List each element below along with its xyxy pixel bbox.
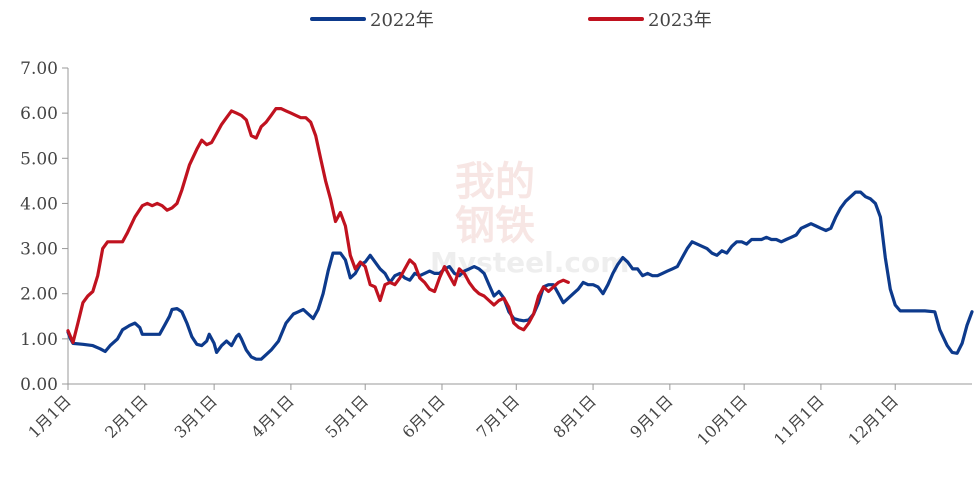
y-tick-label: 6.00 [20, 104, 58, 124]
legend-label-2022: 2022年 [370, 10, 434, 31]
y-tick-label: 3.00 [20, 240, 58, 260]
watermark-line2: 钢铁 [455, 203, 535, 249]
legend-line-2022 [310, 17, 366, 21]
legend-item-2023[interactable]: 2023年 [588, 6, 712, 32]
y-tick-label: 2.00 [20, 285, 58, 305]
y-tick-label: 1.00 [20, 330, 58, 350]
x-tick-label: 2月1日 [101, 391, 151, 441]
legend: 2022年 2023年 [0, 6, 974, 32]
series-group [66, 107, 974, 361]
x-tick-label: 8月1日 [549, 391, 599, 441]
axes [62, 67, 972, 390]
x-tick-label: 4月1日 [247, 391, 297, 441]
watermark-line1: 我的 [455, 159, 535, 205]
y-tick-label: 4.00 [20, 194, 58, 214]
x-tick-label: 12月1日 [844, 391, 902, 449]
labels-group: 0.00 1.00 2.00 3.00 4.00 5.00 6.00 7.00 1月1日 2月1日… [20, 59, 902, 449]
series-line-2023 [66, 107, 570, 345]
legend-item-2022[interactable]: 2022年 [310, 6, 434, 32]
x-tick-label: 11月1日 [770, 391, 828, 449]
x-tick-label: 10月1日 [693, 391, 751, 449]
x-tick-label: 7月1日 [473, 391, 523, 441]
x-tick-label: 1月1日 [24, 391, 74, 441]
x-tick-label: 9月1日 [626, 391, 676, 441]
x-tick-label: 6月1日 [398, 391, 448, 441]
legend-line-2023 [588, 17, 644, 21]
legend-label-2023: 2023年 [648, 10, 712, 31]
y-tick-label: 7.00 [20, 59, 58, 79]
x-tick-label: 5月1日 [322, 391, 372, 441]
series-line-2022 [66, 190, 974, 361]
y-tick-label: 0.00 [20, 375, 58, 395]
y-tick-label: 5.00 [20, 149, 58, 169]
x-tick-label: 3月1日 [170, 391, 220, 441]
